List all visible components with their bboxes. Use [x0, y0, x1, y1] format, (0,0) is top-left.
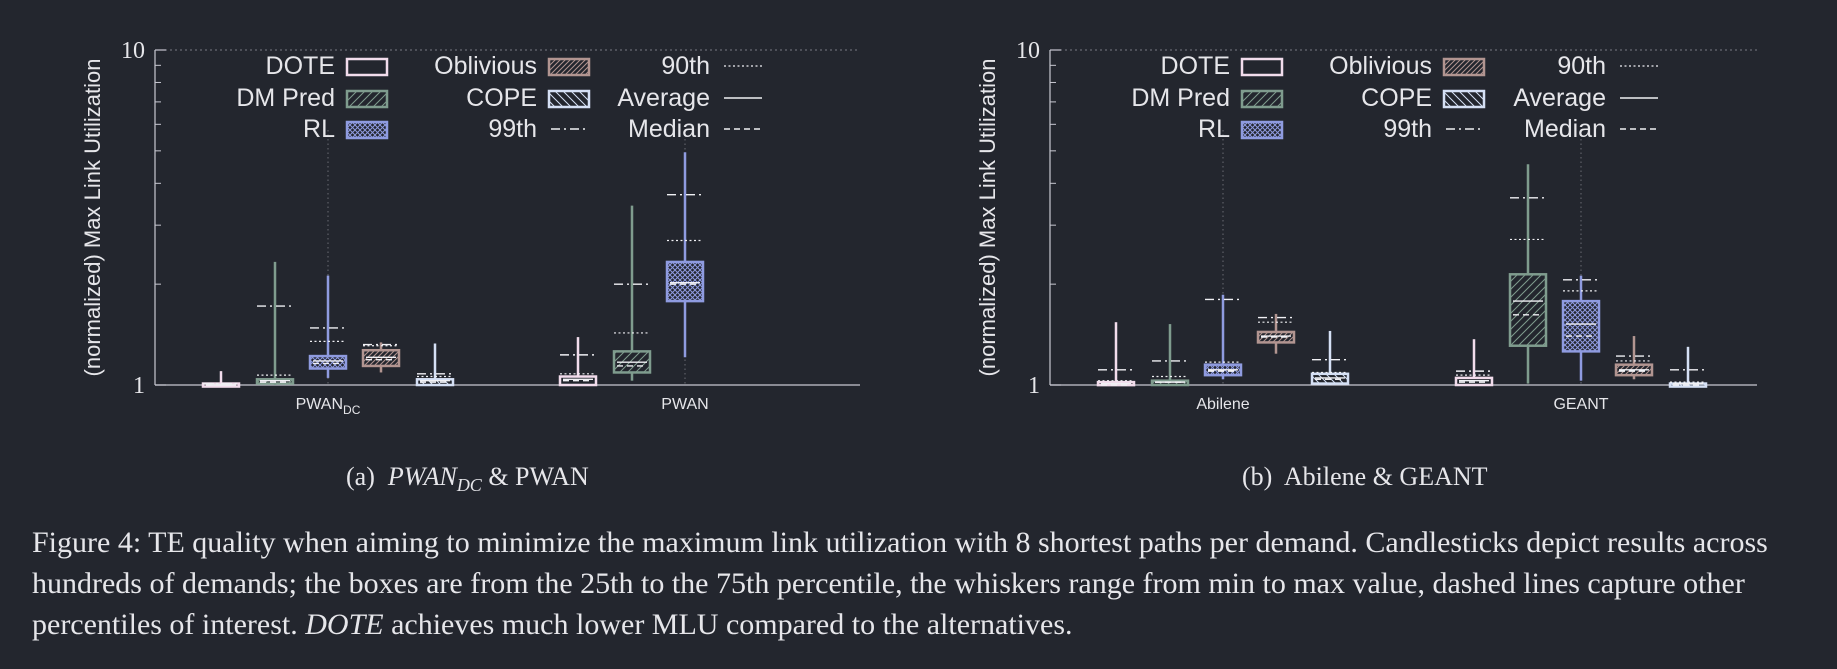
iqr-box — [308, 354, 348, 370]
chart-panel-1: 1 10 (normalized) Max Link Utilization PWAN… — [80, 38, 860, 417]
box-cope — [415, 343, 455, 387]
legend-label: 90th — [1557, 52, 1606, 80]
box-dm-pred — [255, 261, 295, 385]
box-rl — [665, 152, 705, 358]
legend: DOTE DM Pred RL Oblivious COPE 99th 90th Averag… — [236, 52, 762, 143]
x-tick-label: GEANT — [1553, 396, 1608, 413]
caption-prefix: Figure 4: TE quality when aiming to mini… — [32, 526, 1768, 641]
y-tick-label: 1 — [1028, 373, 1040, 399]
box-dm-pred — [1508, 164, 1548, 384]
box-oblivious — [1256, 313, 1296, 354]
box-dote — [1454, 339, 1494, 387]
legend-swatch — [547, 57, 591, 77]
legend-label: DM Pred — [1131, 84, 1230, 112]
subcaption-b: (b) Abilene & GEANT — [1242, 462, 1488, 492]
legend-swatch — [345, 120, 389, 140]
legend-label: Median — [628, 115, 710, 143]
box-cope — [1668, 346, 1708, 388]
legend-label: RL — [303, 115, 335, 143]
box-dote — [558, 337, 598, 387]
legend-label: 99th — [488, 115, 537, 143]
legend-swatch — [345, 89, 389, 109]
iqr-box — [1561, 299, 1601, 353]
legend-label: 90th — [661, 52, 710, 80]
legend-label: DOTE — [1161, 52, 1230, 80]
iqr-box — [665, 260, 705, 303]
subcaption-a-name: PWAN — [387, 462, 457, 491]
legend-swatch — [1442, 57, 1486, 77]
legend-label: DOTE — [266, 52, 335, 80]
y-axis-label: (normalized) Max Link Utilization — [80, 59, 105, 377]
legend-label: RL — [1198, 115, 1230, 143]
y-tick-label: 1 — [133, 373, 145, 399]
box-dm-pred — [1150, 324, 1190, 387]
subcaption-a: (a) PWANDC & PWAN — [346, 462, 589, 496]
y-axis-label: (normalized) Max Link Utilization — [975, 59, 1000, 377]
box-rl — [308, 275, 348, 378]
box-cope — [1310, 330, 1350, 385]
box-dote — [1096, 322, 1136, 387]
box-rl — [1561, 275, 1601, 381]
legend-swatch — [345, 57, 389, 77]
legend-label: COPE — [1361, 84, 1432, 112]
box-dote — [201, 371, 241, 388]
caption-emph: DOTE — [305, 608, 384, 641]
chart-panel-2: 1 10 (normalized) Max Link Utilization Abil… — [975, 38, 1757, 413]
legend-swatch — [1240, 57, 1284, 77]
box-oblivious — [1614, 336, 1654, 380]
subcaption-a-tag: (a) — [346, 462, 375, 491]
legend-swatch — [547, 89, 591, 109]
legend-label: DM Pred — [236, 84, 335, 112]
iqr-box — [361, 348, 401, 368]
legend-label: Median — [1524, 115, 1606, 143]
iqr-box — [1150, 379, 1190, 387]
legend: DOTE DM Pred RL Oblivious COPE 99th 90th Averag… — [1131, 52, 1658, 143]
subcaption-a-name-sub: DC — [456, 475, 482, 496]
legend-label: Oblivious — [1329, 52, 1432, 80]
legend-swatch — [1240, 120, 1284, 140]
legend-swatch — [1240, 89, 1284, 109]
x-tick-label: PWAN — [661, 396, 708, 413]
box-oblivious — [361, 342, 401, 373]
legend-label: 99th — [1383, 115, 1432, 143]
legend-label: Oblivious — [434, 52, 537, 80]
subcaption-b-tag: (b) — [1242, 462, 1273, 491]
subcaption-a-rest: & PWAN — [481, 462, 589, 491]
figure-caption: Figure 4: TE quality when aiming to mini… — [32, 522, 1812, 645]
y-tick-label: 10 — [1016, 38, 1040, 64]
iqr-box — [1508, 273, 1548, 347]
x-tick-label: PWANDC — [296, 396, 361, 417]
y-tick-label: 10 — [121, 38, 145, 64]
caption-suffix: achieves much lower MLU compared to the … — [383, 608, 1073, 641]
legend-label: Average — [617, 84, 710, 112]
x-tick-label: Abilene — [1196, 396, 1249, 413]
subcaption-b-text: Abilene & GEANT — [1283, 462, 1488, 491]
legend-swatch — [1442, 89, 1486, 109]
box-rl — [1203, 294, 1243, 380]
legend-label: Average — [1513, 84, 1606, 112]
legend-label: COPE — [466, 84, 537, 112]
box-dm-pred — [612, 205, 652, 381]
